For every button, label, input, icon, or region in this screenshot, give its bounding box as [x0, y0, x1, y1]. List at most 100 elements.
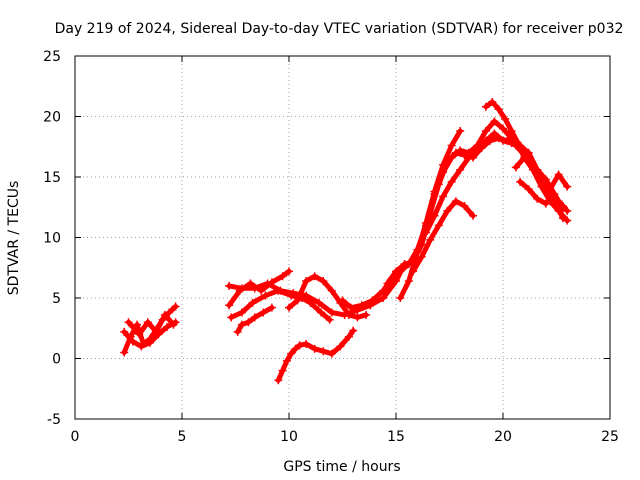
data-point: [460, 202, 469, 211]
data-point: [413, 248, 422, 257]
data-point: [451, 148, 460, 157]
x-axis-label: GPS time / hours: [283, 459, 400, 475]
data-point: [546, 185, 555, 194]
data-point: [319, 277, 328, 286]
data-point: [456, 165, 465, 174]
data-point: [520, 153, 529, 162]
data-point: [120, 327, 129, 336]
data-point: [327, 308, 336, 317]
data-point: [137, 342, 146, 351]
data-point: [447, 177, 456, 186]
data-point: [237, 320, 246, 329]
data-point: [246, 279, 255, 288]
chart-title: Day 219 of 2024, Sidereal Day-to-day VTE…: [55, 21, 624, 37]
data-point: [404, 277, 413, 286]
data-point: [524, 148, 533, 157]
data-point: [278, 366, 287, 375]
data-point: [563, 182, 572, 191]
data-point: [336, 342, 345, 351]
y-tick-label: 20: [43, 110, 61, 126]
data-point: [473, 146, 482, 155]
y-tick-label: 5: [52, 291, 61, 307]
data-point: [528, 165, 537, 174]
data-series-9: [274, 326, 358, 385]
data-point: [293, 296, 302, 305]
data-point: [152, 327, 161, 336]
data-point: [558, 202, 567, 211]
data-point: [439, 192, 448, 201]
data-point: [295, 341, 304, 350]
data-point: [344, 332, 353, 341]
data-point: [171, 302, 180, 311]
series-trace: [286, 273, 369, 320]
data-point: [225, 301, 234, 310]
data-point: [128, 337, 137, 346]
y-tick-label: 0: [52, 352, 61, 368]
y-tick-label: -5: [47, 412, 61, 428]
data-point: [347, 303, 356, 312]
data-point: [456, 127, 465, 136]
data-point: [490, 117, 499, 126]
data-point: [511, 163, 520, 172]
data-point: [306, 298, 315, 307]
data-point: [259, 308, 268, 317]
data-point: [287, 349, 296, 358]
data-point: [302, 277, 311, 286]
data-point: [469, 211, 478, 220]
data-point: [481, 136, 490, 145]
data-point: [237, 308, 246, 317]
x-tick-label: 10: [280, 429, 298, 445]
y-tick-label: 10: [43, 231, 61, 247]
data-series-17: [516, 177, 567, 211]
data-point: [257, 286, 266, 295]
series-trace: [126, 312, 176, 337]
data-point: [282, 356, 291, 365]
data-series-16: [511, 153, 572, 194]
data-point: [392, 277, 400, 286]
data-point: [302, 339, 311, 348]
data-point: [501, 114, 510, 123]
data-point: [368, 296, 377, 305]
x-tick-label: 25: [601, 429, 619, 445]
data-series-7: [233, 303, 276, 336]
data-point: [317, 308, 326, 317]
data-point: [327, 349, 336, 358]
series-trace: [483, 99, 570, 224]
data-point: [513, 139, 522, 148]
data-point: [338, 296, 347, 305]
data-point: [464, 153, 473, 162]
data-point: [314, 298, 323, 307]
data-series-3: [124, 310, 178, 339]
data-point: [563, 216, 572, 225]
data-point: [325, 315, 334, 324]
data-series-13: [409, 197, 478, 276]
data-point: [344, 310, 353, 319]
data-point: [550, 192, 559, 201]
data-point: [396, 294, 405, 302]
data-point: [227, 313, 236, 322]
data-point: [120, 348, 129, 357]
data-point: [233, 327, 242, 336]
axis-ticks: 0 5 10 15 20 25 -5 0 5 10 15 20 25: [43, 49, 619, 445]
data-point: [379, 294, 388, 302]
data-point: [434, 221, 443, 230]
data-point: [451, 197, 460, 206]
data-point: [267, 303, 276, 312]
data-series-12: [396, 127, 465, 302]
data-point: [447, 141, 456, 150]
data-point: [524, 185, 533, 194]
data-point: [274, 286, 283, 295]
data-point: [278, 272, 287, 281]
y-tick-label: 25: [43, 49, 61, 65]
data-point: [490, 129, 499, 138]
data-point: [124, 318, 133, 327]
data-point: [481, 102, 490, 111]
data-point: [287, 291, 296, 300]
data-point: [421, 228, 430, 237]
series-trace: [228, 288, 333, 323]
data-point: [160, 310, 169, 319]
data-point: [163, 323, 172, 332]
data-point: [430, 187, 439, 196]
